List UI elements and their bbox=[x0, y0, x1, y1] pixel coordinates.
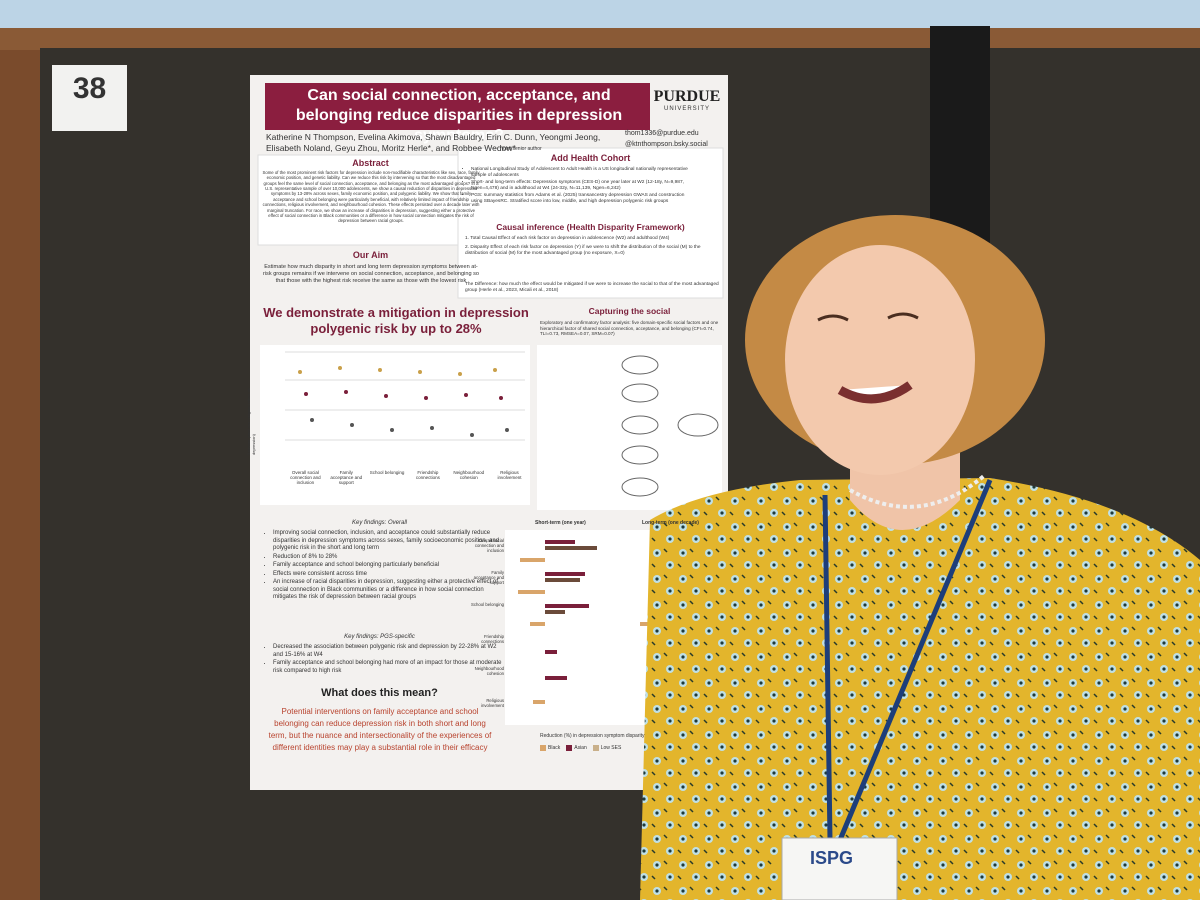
pgs-bullet: Decreased the association between polyge… bbox=[273, 644, 505, 659]
cohort-box bbox=[457, 147, 724, 299]
note: *joint senior author bbox=[500, 146, 542, 152]
bar-categories: Overall social connection and inclusion F… bbox=[470, 538, 504, 730]
factor-ellipses bbox=[621, 355, 719, 497]
finding-bullet: Improving social connection, inclusion, … bbox=[273, 530, 505, 553]
university: PURDUE bbox=[653, 88, 721, 105]
capturing-heading: Capturing the social bbox=[588, 306, 671, 316]
abstract-box bbox=[257, 154, 484, 246]
cohort-bullet: PGS: summary statistics from Adams et al… bbox=[471, 193, 691, 205]
badge-text: ISPG bbox=[810, 848, 854, 868]
cohort-heading: Add Health Cohort bbox=[550, 153, 631, 163]
bar-category-label: Religious involvement bbox=[481, 698, 504, 708]
smile bbox=[837, 381, 913, 404]
abstract-text: Some of the most prominent risk factors … bbox=[262, 170, 480, 224]
main-heading: We demonstrate a mitigation in depressio… bbox=[263, 305, 529, 336]
cohort-bullet: Short- and long-term effects: Depression… bbox=[471, 180, 691, 192]
factor-diagram bbox=[537, 345, 722, 510]
short-term-label: Short-term (one year) bbox=[535, 520, 586, 526]
poster-title: Can social connection, acceptance, and b… bbox=[295, 87, 623, 144]
category-label: Overall social connection and inclusion bbox=[290, 470, 321, 485]
findings-heading: Key findings: Overall bbox=[351, 520, 408, 526]
title-bar bbox=[265, 83, 650, 130]
bar-category-label: Overall social connection and inclusion bbox=[474, 538, 504, 553]
category-label: Friendship connections bbox=[415, 470, 440, 480]
category-label: School belonging bbox=[369, 470, 405, 475]
authors: Katherine N Thompson, Evelina Akimova, S… bbox=[266, 132, 601, 153]
aim-text: Estimate how much disparity in short and… bbox=[262, 264, 480, 284]
meaning-text: Potential interventions on family accept… bbox=[268, 707, 492, 752]
category-label: Religious involvement bbox=[497, 470, 522, 480]
chart-categories: Overall social connection and inclusion F… bbox=[285, 470, 530, 485]
x-axis-label: Reduction (%) in depression symptom disp… bbox=[540, 733, 645, 739]
lanyard bbox=[822, 479, 993, 841]
email: thom1336@purdue.edu bbox=[625, 130, 699, 137]
plot-grid bbox=[285, 351, 525, 441]
causal-heading: Causal inference (Health Disparity Frame… bbox=[496, 222, 685, 232]
face bbox=[785, 245, 975, 475]
university-sub: UNIVERSITY bbox=[663, 106, 710, 112]
causal-list: 1. Total Causal Effect of each risk fact… bbox=[465, 236, 720, 260]
findings-list: Improving social connection, inclusion, … bbox=[264, 530, 505, 603]
frame-left bbox=[0, 50, 40, 900]
necklace bbox=[849, 473, 987, 509]
meaning-heading: What does this mean? bbox=[321, 687, 438, 699]
plot-area bbox=[260, 345, 530, 505]
plot-points bbox=[298, 366, 509, 437]
legend-entry: Asian bbox=[566, 745, 587, 752]
number-card bbox=[52, 65, 127, 131]
bar-category-label: Family acceptance and support bbox=[473, 570, 504, 585]
bar-category-label: Friendship connections bbox=[481, 634, 504, 644]
dress bbox=[640, 478, 1200, 900]
causal-difference: The Difference: how much the effect woul… bbox=[465, 282, 719, 293]
capturing-text: Exploratory and confirmatory factor anal… bbox=[540, 320, 719, 337]
board-number: 38 bbox=[72, 72, 107, 105]
causal-item: 1. Total Causal Effect of each risk fact… bbox=[465, 236, 670, 241]
pgs-bullet: Family acceptance and school belonging h… bbox=[273, 660, 505, 675]
finding-bullet: Reduction of 8% to 28% bbox=[273, 554, 505, 562]
frame-top bbox=[0, 28, 1200, 50]
causal-item: 2. Disparity Effect of each risk factor … bbox=[465, 244, 701, 256]
cohort-list: National Longitudinal Study of Adolescen… bbox=[462, 167, 691, 206]
legend-entry: Black bbox=[540, 745, 560, 752]
bar-category-label: School belonging bbox=[471, 602, 504, 607]
long-term-label: Long-term (one decade) bbox=[642, 520, 699, 526]
pgs-list: Decreased the association between polyge… bbox=[264, 644, 505, 676]
cohort-bullet: National Longitudinal Study of Adolescen… bbox=[471, 167, 691, 179]
badge bbox=[781, 837, 898, 900]
bar-category-label: Neighbourhood cohesion bbox=[474, 666, 504, 676]
abstract-heading: Abstract bbox=[352, 158, 389, 168]
category-label: Neighbourhood cohesion bbox=[453, 470, 485, 480]
legend: Black Asian Low SES bbox=[540, 745, 621, 752]
finding-bullet: Effects were consistent across time bbox=[273, 571, 505, 579]
social-handle: @ktnthompson.bsky.social bbox=[625, 141, 708, 148]
category-label: Family acceptance and support bbox=[330, 470, 363, 485]
eyes bbox=[817, 312, 919, 322]
legend-entry: Low SES bbox=[592, 745, 621, 752]
finding-bullet: Family acceptance and school belonging p… bbox=[273, 562, 505, 570]
pgs-heading: Key findings: PGS-specific bbox=[344, 634, 415, 640]
y-axis-label: Estimate (total and mitigated effect on … bbox=[246, 387, 256, 455]
aim-heading: Our Aim bbox=[352, 250, 389, 260]
finding-bullet: An increase of racial disparities in dep… bbox=[273, 579, 505, 602]
